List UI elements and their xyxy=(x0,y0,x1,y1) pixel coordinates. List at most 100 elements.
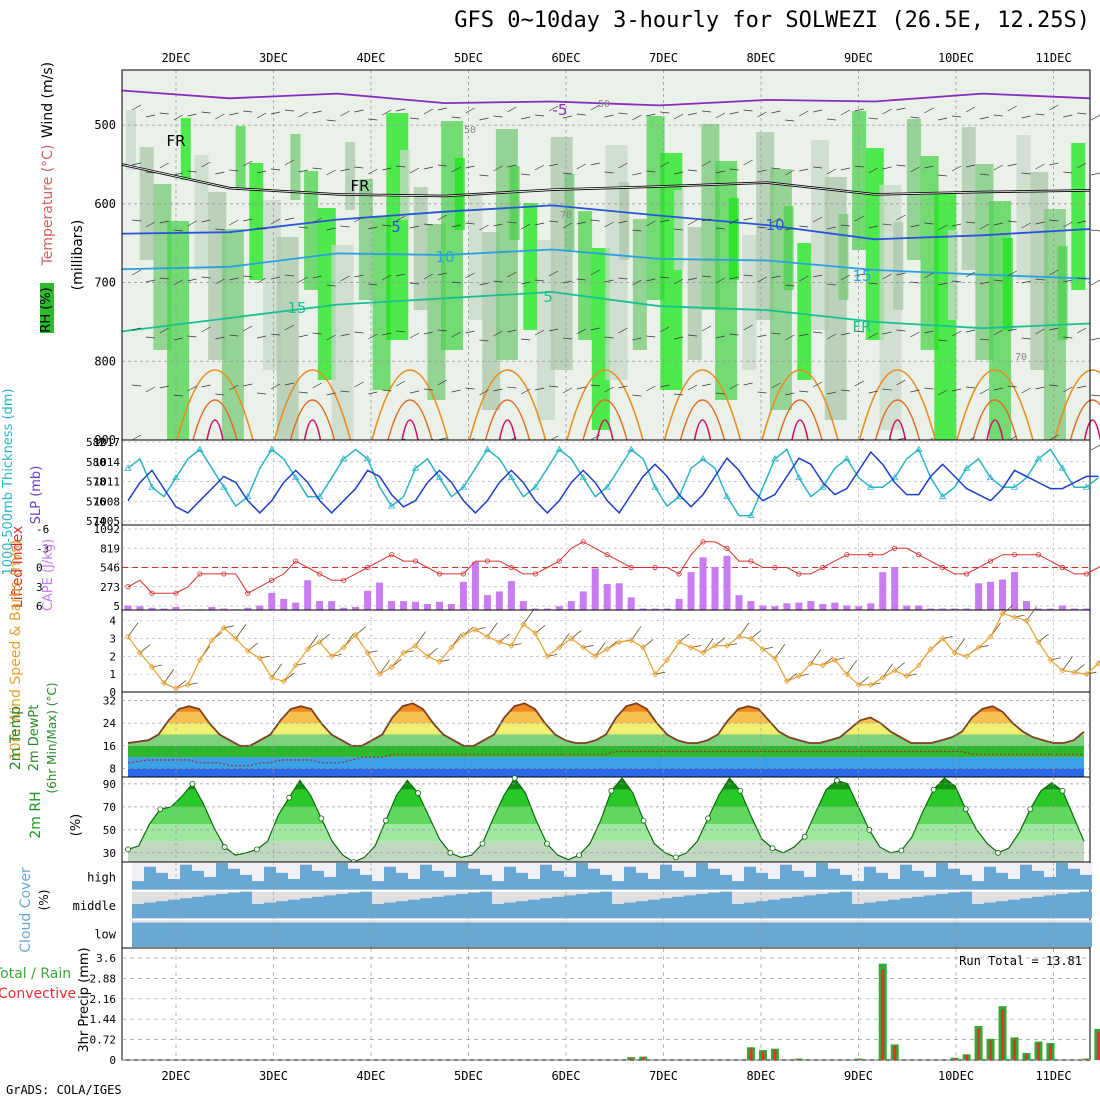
isotherm-label: FR xyxy=(166,132,185,150)
thickness-point xyxy=(651,483,659,490)
wind-ytick-label: 2 xyxy=(109,650,116,663)
cloud-cell xyxy=(744,922,756,947)
wind-barb xyxy=(368,283,378,286)
wind-barb xyxy=(632,337,642,341)
wind-barb-10m xyxy=(235,624,247,639)
wind-barb xyxy=(201,111,211,114)
wind-barb xyxy=(1077,162,1087,169)
cape-bar xyxy=(579,591,587,610)
wind-barb xyxy=(993,222,1003,226)
wind-barb-10m xyxy=(523,610,534,625)
wind-barb xyxy=(382,167,392,171)
cloud-cell xyxy=(264,866,276,890)
cloud-cell xyxy=(792,870,804,890)
cloud-cell xyxy=(600,874,612,890)
temp-ytick-label: 24 xyxy=(103,717,117,730)
wind-point xyxy=(256,655,263,662)
wind-barb xyxy=(604,386,614,393)
cloud-cell xyxy=(768,899,780,919)
wind-point xyxy=(292,662,299,669)
cloud-cell xyxy=(204,922,216,947)
cloud-cell xyxy=(660,864,672,890)
temp-dome-contour xyxy=(858,369,937,441)
cloud-layer-label: middle xyxy=(73,899,116,913)
temp-dome-contour xyxy=(972,399,1018,441)
wind-barb xyxy=(729,218,739,225)
wind-point xyxy=(807,660,814,667)
slp-ytick-label: 1008 xyxy=(94,495,121,508)
cloud-layer-label: high xyxy=(87,870,116,884)
rh-shading-band xyxy=(495,129,518,360)
wind-barb xyxy=(618,220,628,224)
wind-barb xyxy=(1035,113,1045,116)
wind-barb xyxy=(938,339,948,342)
wind-barb xyxy=(243,275,253,278)
thickness-point xyxy=(699,455,707,462)
wind-barb xyxy=(646,220,656,227)
top-day-label: 11DEC xyxy=(1035,51,1071,65)
thickness-point xyxy=(843,455,851,462)
cape-bar xyxy=(424,604,431,610)
rh-shading-band xyxy=(194,155,209,270)
cape-bar xyxy=(148,607,156,610)
wind-barb xyxy=(771,332,781,335)
rh-point xyxy=(125,846,131,853)
cloud-cell xyxy=(936,922,948,947)
wind-barb xyxy=(910,224,920,228)
wind-barb xyxy=(159,112,169,115)
cape-bar xyxy=(963,608,971,610)
rh-point xyxy=(157,806,164,813)
wind-barb xyxy=(826,168,837,175)
rh-shading-band xyxy=(482,232,501,410)
rh2m-axis-label: 2m RH xyxy=(28,791,44,838)
li-point xyxy=(197,571,203,577)
wind-ytick-label: 4 xyxy=(109,615,116,628)
cloud-cell xyxy=(240,922,252,947)
cloud-cell xyxy=(288,879,300,890)
wind-barb xyxy=(785,119,795,122)
wind-barb xyxy=(854,165,864,168)
precip-conv-bar xyxy=(977,1028,981,1060)
cape-bar xyxy=(795,602,803,610)
wind-barb xyxy=(1007,270,1017,277)
wind-barb xyxy=(868,332,878,339)
thickness-point xyxy=(914,445,923,452)
wind-barb xyxy=(868,225,878,229)
wind-barb xyxy=(771,167,781,170)
wind-barb xyxy=(145,171,155,174)
wind-barb xyxy=(715,335,725,339)
wind-barb xyxy=(1077,327,1087,334)
wind-barb xyxy=(1063,386,1073,393)
wind-point xyxy=(160,680,168,687)
cloud-cell xyxy=(420,864,432,890)
wind-barb xyxy=(965,271,976,278)
wind-barb xyxy=(1049,327,1059,331)
wind-barb xyxy=(687,384,698,391)
wind-barb xyxy=(965,106,976,113)
wind-barb xyxy=(159,162,169,169)
wind-barb xyxy=(396,330,406,333)
cloud-cell xyxy=(432,896,444,919)
wind-barb xyxy=(618,327,628,334)
precip-conv-bar xyxy=(1048,1044,1052,1060)
wind-barb xyxy=(215,336,225,340)
precip-conv-bar xyxy=(953,1058,957,1060)
temp-axis-label: 2m Temp xyxy=(8,706,24,770)
wind-barb xyxy=(576,163,586,170)
wind-barb xyxy=(687,112,698,116)
wind-point xyxy=(903,672,910,680)
wind-barb xyxy=(771,382,781,389)
cape-bar xyxy=(280,598,288,610)
cloud-cell xyxy=(480,874,492,890)
wind-point xyxy=(963,653,970,660)
precip-ytick-label: 0 xyxy=(109,1054,116,1067)
temp-ytick-label: 32 xyxy=(103,695,116,708)
cloud-cell xyxy=(1020,864,1032,890)
li-point xyxy=(460,571,467,577)
cloud-cell xyxy=(492,922,504,947)
cloud-cell xyxy=(504,902,516,919)
cloud-cell xyxy=(480,891,492,919)
cape-bar xyxy=(867,603,875,610)
wind-barb xyxy=(743,217,753,221)
wind-barb-10m xyxy=(1026,606,1037,621)
